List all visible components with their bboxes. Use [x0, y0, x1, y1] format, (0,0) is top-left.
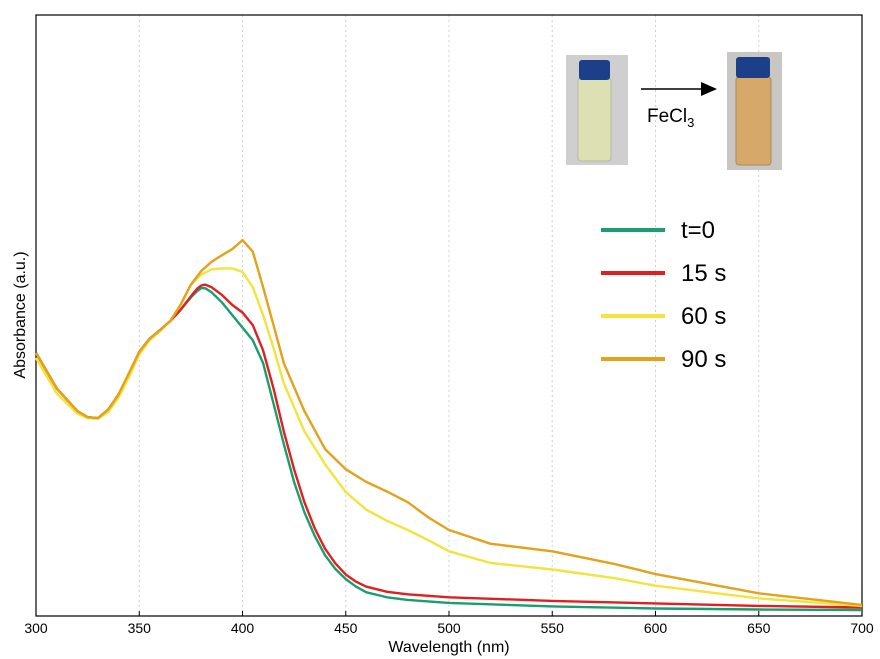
x-tick-label: 300 — [24, 620, 48, 636]
y-axis-label: Absorbance (a.u.) — [12, 251, 29, 378]
legend-label: t=0 — [681, 217, 715, 244]
x-tick-label: 350 — [128, 620, 152, 636]
x-axis-ticks: 300 350 400 450 500 550 600 650 700 — [24, 611, 874, 636]
vial-before — [566, 55, 628, 165]
x-tick-label: 400 — [231, 620, 255, 636]
series-layer — [34, 238, 863, 612]
x-axis-label: Wavelength (nm) — [388, 639, 509, 656]
inset-photo: FeCl3 — [566, 52, 782, 170]
x-tick-label: 650 — [747, 620, 771, 636]
x-tick-label: 550 — [541, 620, 565, 636]
series-line-90-s — [34, 238, 863, 607]
vial-after — [727, 52, 782, 170]
x-tick-label: 500 — [437, 620, 461, 636]
legend-label: 60 s — [681, 303, 726, 330]
x-tick-label: 700 — [850, 620, 874, 636]
x-tick-label: 600 — [644, 620, 668, 636]
legend: t=0 15 s 60 s 90 s — [601, 217, 726, 373]
x-tick-label: 450 — [334, 620, 358, 636]
legend-label: 90 s — [681, 346, 726, 373]
legend-label: 15 s — [681, 260, 726, 287]
series-line-60-s — [34, 267, 863, 608]
arrow-icon — [641, 82, 717, 96]
reagent-label: FeCl3 — [647, 106, 694, 130]
